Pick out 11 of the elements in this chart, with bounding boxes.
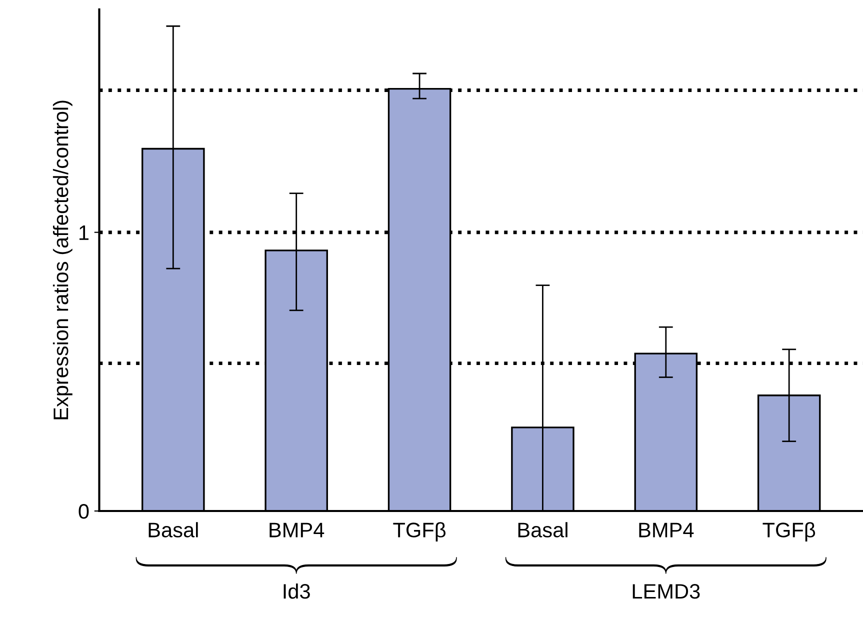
text: Id3 [284, 583, 310, 599]
x-tick-label: TGFβ [393, 522, 446, 542]
x-tick-label: BMP4 [270, 522, 324, 538]
x-tick-label: Basal [518, 522, 568, 538]
text: LEMD3 [632, 584, 700, 599]
x-tick-label: BMP4 [639, 522, 694, 538]
x-tick-label: Basal [148, 522, 198, 538]
y-tick-label: 1 [80, 226, 89, 240]
x-tick-label: TGFβ [762, 522, 816, 542]
y-tick-label: 0 [78, 504, 89, 519]
y-axis-title: Expression ratios (affected/control) [52, 100, 72, 420]
